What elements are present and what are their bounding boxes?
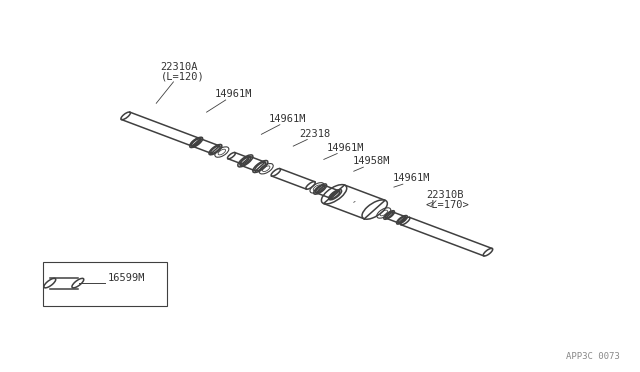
Text: 22310A: 22310A bbox=[161, 61, 198, 71]
Text: 16599M: 16599M bbox=[108, 273, 145, 283]
Text: 14961M: 14961M bbox=[326, 143, 364, 153]
Text: 14961M: 14961M bbox=[215, 89, 252, 99]
Text: APP3C 0073: APP3C 0073 bbox=[566, 352, 620, 361]
Text: 14961M: 14961M bbox=[269, 114, 307, 124]
Text: <L=170>: <L=170> bbox=[426, 200, 470, 210]
Text: 14958M: 14958M bbox=[353, 157, 390, 166]
Text: 14961M: 14961M bbox=[393, 173, 430, 183]
Text: 22318: 22318 bbox=[300, 129, 331, 139]
Text: (L=120): (L=120) bbox=[161, 72, 204, 82]
Bar bbox=[43, 262, 167, 306]
Text: 22310B: 22310B bbox=[426, 190, 463, 200]
